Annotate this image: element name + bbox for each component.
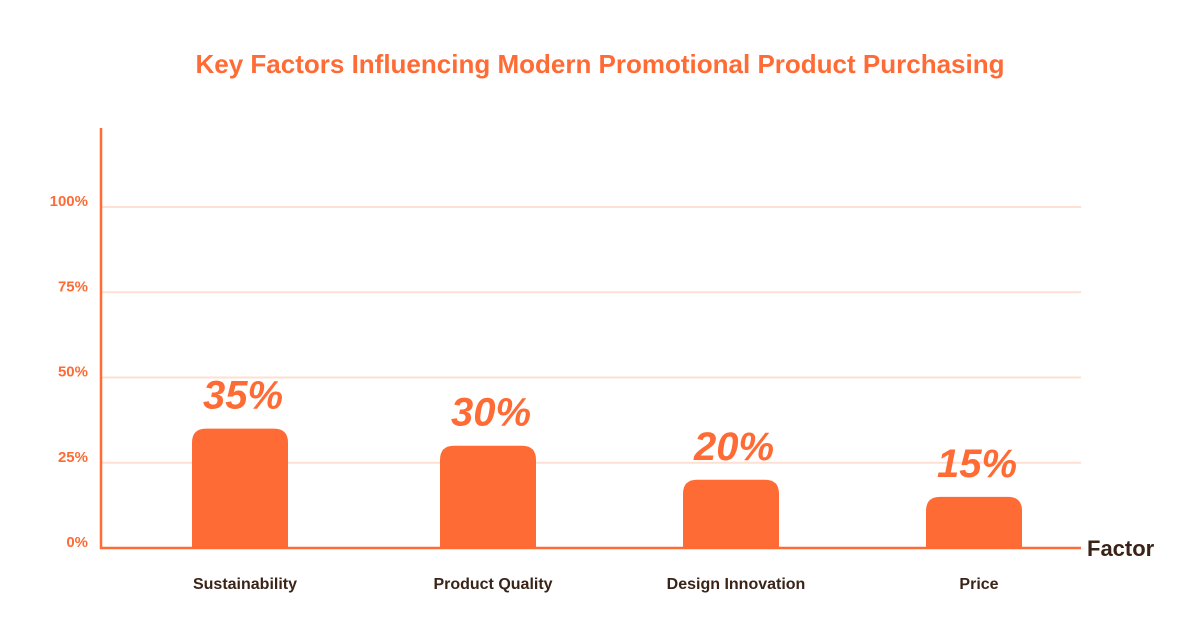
x-tick-label: Design Innovation	[667, 576, 806, 593]
bar	[926, 496, 1022, 548]
x-tick-label: Sustainability	[193, 576, 297, 593]
bar	[440, 445, 536, 548]
data-label: 35%	[203, 374, 283, 418]
y-tick-label: 0%	[66, 534, 88, 551]
x-tick-label: Price	[959, 576, 998, 593]
data-label: 30%	[451, 391, 531, 435]
bars	[192, 428, 1022, 548]
data-label: 15%	[937, 442, 1017, 486]
x-tick-label: Product Quality	[433, 576, 552, 593]
gridlines	[101, 206, 1081, 464]
bar	[192, 428, 288, 548]
x-axis-label: Factor	[1087, 536, 1155, 561]
x-axis-ticks: Sustainability Product Quality Design Inno…	[193, 576, 999, 593]
data-labels: 35% 30% 20% 15%	[203, 374, 1017, 486]
chart-title: Key Factors Influencing Modern Promotion…	[196, 49, 1005, 79]
y-tick-label: 50%	[58, 364, 88, 381]
bar	[683, 479, 779, 548]
y-axis-ticks: 0% 25% 50% 75% 100%	[50, 193, 88, 551]
data-label: 20%	[693, 425, 774, 469]
y-tick-label: 25%	[58, 449, 88, 466]
y-tick-label: 75%	[58, 278, 88, 295]
y-tick-label: 100%	[50, 193, 88, 210]
